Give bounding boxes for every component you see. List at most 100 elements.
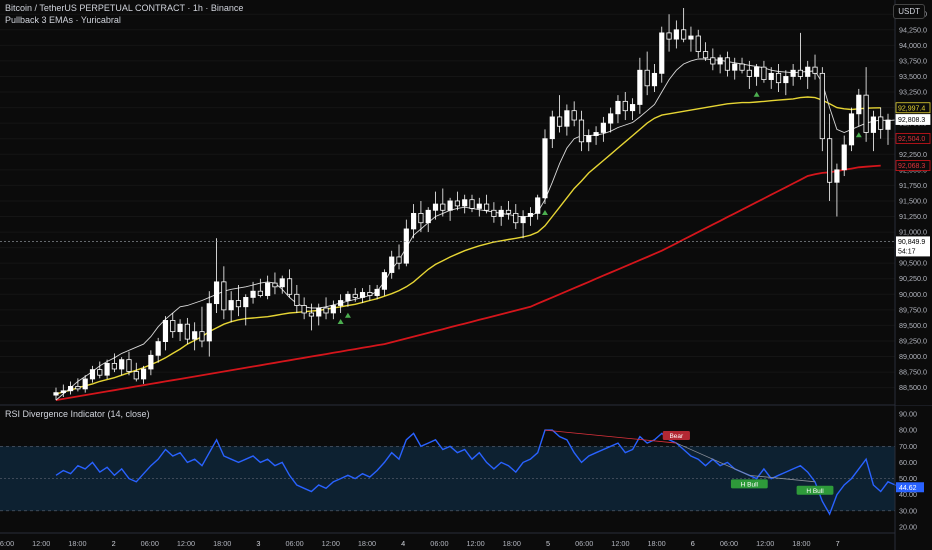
candle-body[interactable] — [790, 69, 796, 77]
candle-body[interactable] — [381, 272, 388, 290]
candle-body[interactable] — [272, 282, 278, 288]
candle-body[interactable] — [600, 122, 606, 133]
candle-body[interactable] — [53, 392, 59, 396]
candle-body[interactable] — [491, 209, 497, 217]
candle-body[interactable] — [243, 297, 249, 308]
candle-body[interactable] — [783, 76, 789, 84]
candle-body[interactable] — [702, 51, 709, 59]
candle-body[interactable] — [89, 369, 96, 380]
candle-body[interactable] — [338, 300, 344, 306]
candle-body[interactable] — [673, 29, 679, 40]
candle-body[interactable] — [571, 110, 577, 121]
candle-body[interactable] — [739, 63, 745, 71]
candle-body[interactable] — [301, 305, 307, 314]
candle-body[interactable] — [286, 278, 293, 295]
candle-body[interactable] — [155, 341, 161, 356]
candle-body[interactable] — [651, 72, 658, 87]
candle-body[interactable] — [695, 35, 701, 52]
candle-body[interactable] — [629, 104, 636, 112]
candle-body[interactable] — [265, 282, 271, 296]
candle-body[interactable] — [834, 169, 840, 183]
candle-body[interactable] — [111, 362, 117, 370]
candles[interactable] — [53, 8, 891, 401]
candle-body[interactable] — [126, 359, 132, 372]
candle-body[interactable] — [797, 69, 804, 77]
candle-body[interactable] — [768, 72, 774, 80]
candle-body[interactable] — [608, 113, 614, 124]
candle-body[interactable] — [425, 209, 431, 224]
candle-body[interactable] — [257, 290, 263, 296]
candle-body[interactable] — [761, 66, 767, 80]
candle-body[interactable] — [717, 57, 723, 65]
candle-body[interactable] — [586, 135, 592, 143]
candle-body[interactable] — [754, 66, 760, 77]
candle-body[interactable] — [805, 66, 811, 77]
candle-body[interactable] — [878, 116, 884, 130]
candle-body[interactable] — [323, 307, 329, 314]
candle-body[interactable] — [228, 300, 234, 311]
candle-body[interactable] — [440, 203, 446, 211]
candle-body[interactable] — [520, 216, 526, 224]
candle-body[interactable] — [411, 212, 417, 230]
candle-body[interactable] — [578, 119, 585, 143]
candle-body[interactable] — [396, 256, 402, 264]
candle-body[interactable] — [484, 203, 490, 211]
candle-body[interactable] — [345, 293, 351, 301]
candle-body[interactable] — [542, 138, 548, 199]
candle-body[interactable] — [359, 292, 366, 298]
candle-body[interactable] — [710, 57, 716, 65]
currency-button[interactable]: USDT — [893, 4, 925, 19]
rsi-pane[interactable]: Bear H Bull H Bull — [0, 429, 911, 516]
candle-body[interactable] — [454, 200, 460, 207]
indicator-legend-ema[interactable]: Pullback 3 EMAs · Yuricabral — [5, 15, 121, 25]
candle-body[interactable] — [746, 69, 752, 77]
candle-body[interactable] — [812, 66, 818, 74]
candle-body[interactable] — [352, 293, 358, 298]
candle-body[interactable] — [863, 94, 869, 133]
candle-body[interactable] — [133, 371, 139, 380]
candle-body[interactable] — [177, 323, 183, 333]
candle-body[interactable] — [841, 144, 847, 171]
candle-body[interactable] — [250, 290, 256, 298]
candle-body[interactable] — [513, 212, 519, 224]
candle-body[interactable] — [775, 72, 782, 84]
candle-body[interactable] — [418, 212, 424, 224]
candle-body[interactable] — [308, 312, 315, 317]
candle-body[interactable] — [856, 94, 862, 115]
candle-body[interactable] — [556, 116, 563, 127]
candle-body[interactable] — [140, 368, 147, 380]
candle-body[interactable] — [162, 320, 169, 343]
price-scale[interactable]: 94,500.094,250.094,000.093,750.093,500.0… — [894, 0, 932, 550]
candle-body[interactable] — [870, 116, 876, 133]
candle-body[interactable] — [527, 212, 533, 217]
candle-body[interactable] — [403, 228, 409, 264]
candle-body[interactable] — [732, 63, 738, 71]
time-axis[interactable]: 06:00 12:00 18:00 2 06:00 12:00 18:00 3 06:00 12:… — [0, 532, 895, 548]
candle-body[interactable] — [221, 281, 227, 311]
candle-body[interactable] — [659, 32, 665, 74]
candle-body[interactable] — [505, 209, 512, 214]
candle-body[interactable] — [279, 278, 285, 288]
candle-body[interactable] — [148, 354, 154, 370]
symbol-title[interactable]: Bitcoin / TetherUS PERPETUAL CONTRACT · … — [5, 3, 244, 13]
candle-body[interactable] — [644, 69, 650, 87]
candle-body[interactable] — [199, 331, 205, 342]
candle-body[interactable] — [469, 199, 475, 209]
candle-body[interactable] — [389, 256, 395, 273]
candle-body[interactable] — [498, 209, 504, 217]
candle-body[interactable] — [235, 300, 242, 308]
candle-body[interactable] — [170, 320, 176, 333]
candle-body[interactable] — [97, 369, 103, 376]
candle-body[interactable] — [60, 390, 66, 394]
candle-body[interactable] — [82, 378, 88, 390]
candle-body[interactable] — [462, 199, 468, 207]
candle-body[interactable] — [192, 331, 198, 340]
candle-body[interactable] — [885, 119, 891, 130]
candle-body[interactable] — [549, 116, 555, 140]
candle-body[interactable] — [75, 386, 81, 390]
candle-body[interactable] — [688, 35, 694, 40]
candle-body[interactable] — [681, 29, 687, 40]
candle-body[interactable] — [432, 203, 439, 211]
candle-body[interactable] — [615, 100, 621, 115]
